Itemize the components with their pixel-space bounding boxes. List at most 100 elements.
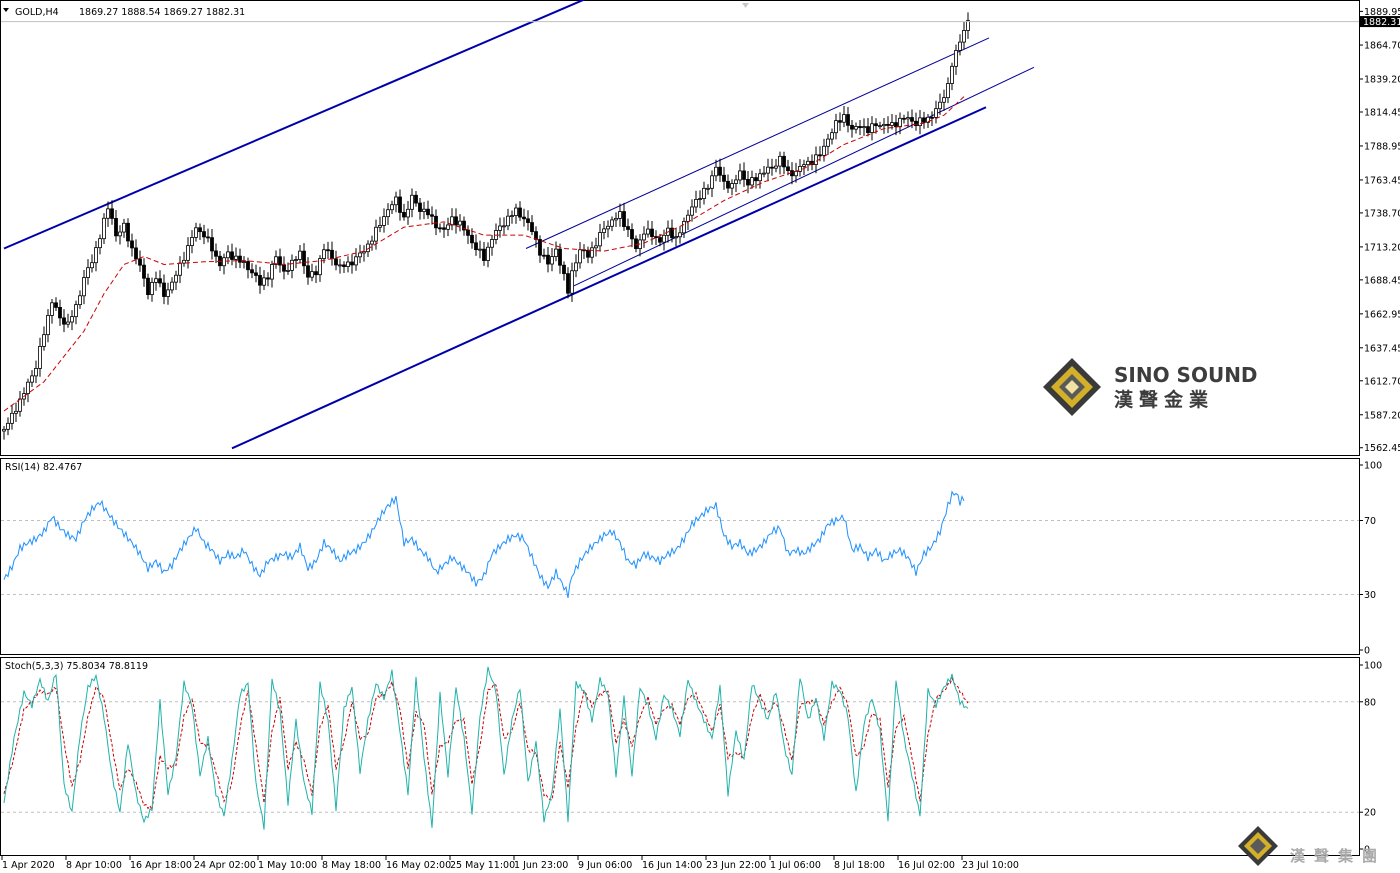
inner-channel-bottom-line[interactable] [573,66,1035,287]
candlestick-series [2,12,970,440]
candle-body [538,239,542,256]
candle-body [338,264,342,267]
candle-body [882,123,886,127]
candle-body [598,232,602,247]
candle-body [322,249,326,259]
candle-body [774,165,778,169]
candle-body [274,256,278,265]
candle-body [106,208,110,219]
candle-body [122,222,126,233]
candle-body [966,20,970,31]
candle-body [186,245,190,261]
time-tick-label: 1 Apr 2020 [2,860,55,871]
candle-body [210,237,214,252]
candle-body [266,277,270,280]
candle-body [434,215,438,229]
sino-sound-logo: SINO SOUND 漢聲金業 [1043,358,1258,416]
symbol-menu-triangle-icon[interactable] [3,8,9,12]
candle-body [438,227,442,230]
price-tick-label: 1587.20 [1364,410,1400,421]
ohlc-values: 1869.27 1888.54 1869.27 1882.31 [79,7,245,18]
candle-body [566,273,570,294]
candle-body [678,232,682,238]
inner-channel-top-line[interactable] [525,37,990,249]
price-tick-label: 1662.95 [1364,309,1400,320]
stoch-levels: 100 80 20 0 [1,661,1382,856]
rsi-title: RSI(14) 82.4767 [5,462,82,473]
candle-body [514,207,518,217]
candle-body [758,173,762,182]
candle-body [650,228,654,237]
candle-body [390,204,394,211]
candle-body [214,250,218,257]
candle-body [58,307,62,319]
lower-channel-line[interactable] [231,106,987,450]
candle-body [462,220,466,231]
candle-body [770,166,774,169]
time-tick-label: 16 Jun 14:00 [642,860,702,871]
current-price-label: 1882.31 [1363,17,1400,28]
chart-shift-marker-icon[interactable] [742,3,749,8]
candle-body [298,250,302,260]
stoch-title: Stoch(5,3,3) 75.8034 78.8119 [5,661,148,672]
time-tick-label: 8 May 18:00 [322,860,381,871]
candle-body [394,196,398,206]
candle-body [930,116,934,119]
trend-channels[interactable] [3,0,1035,450]
candle-body [898,117,902,128]
candle-body [378,225,382,228]
candle-body [314,271,318,276]
candle-body [846,114,850,126]
candle-body [834,120,838,134]
time-tick-label: 16 May 02:00 [386,860,451,871]
candle-body [634,238,638,249]
candle-body [886,123,890,126]
candle-body [950,65,954,84]
candle-body [194,227,198,238]
rsi-line [3,490,965,599]
candle-body [506,215,510,227]
candle-body [242,261,246,263]
rsi-panel-frame [0,458,1360,655]
candle-body [70,316,74,323]
candle-body [398,196,402,213]
candle-body [306,265,310,278]
candle-body [858,126,862,129]
candle-body [890,122,894,126]
level-tick-label: 100 [1364,461,1382,472]
candle-body [86,267,90,278]
price-tick-label: 1688.45 [1364,275,1400,286]
candle-body [2,428,6,432]
candle-body [922,117,926,123]
candle-body [62,317,66,325]
upper-channel-line[interactable] [3,0,594,250]
level-tick-label: 30 [1364,590,1376,601]
candle-body [250,269,254,274]
candle-body [574,262,578,272]
candle-body [510,215,514,218]
price-tick-label: 1612.70 [1364,376,1400,387]
price-tick-label: 1713.20 [1364,242,1400,253]
candle-body [402,212,406,218]
time-tick-label: 23 Jul 10:00 [962,860,1019,871]
candle-body [446,224,450,230]
time-tick-label: 1 Jul 06:00 [770,860,821,871]
candle-body [610,219,614,227]
candle-body [618,211,622,219]
price-tick-label: 1738.70 [1364,208,1400,219]
candle-body [934,108,938,118]
candle-body [82,277,86,297]
candle-body [710,175,714,189]
candle-body [694,199,698,208]
time-tick-label: 25 May 11:00 [450,860,515,871]
candle-body [466,229,470,236]
candle-body [26,381,30,394]
candle-body [94,247,98,264]
candle-body [526,218,530,223]
candle-body [334,258,338,266]
candle-body [162,282,166,297]
candle-body [590,247,594,258]
candle-body [38,345,42,369]
candle-body [142,264,146,279]
